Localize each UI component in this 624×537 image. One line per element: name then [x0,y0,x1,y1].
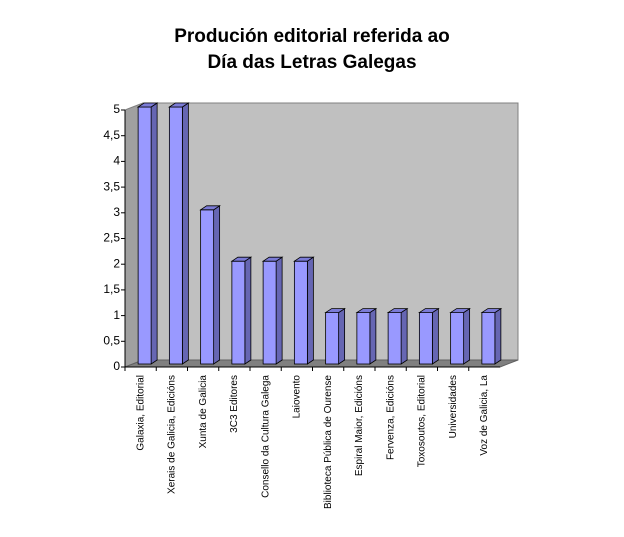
x-tick-label: Biblioteca Pública de Ourense [323,375,334,509]
x-tick-label: Galaxia, Editorial [135,375,146,451]
bar-side [431,307,439,365]
x-tick-label: Fervenza, Edicións [385,375,396,460]
bar-top [449,308,471,314]
bar [200,209,215,365]
bar-top [230,256,253,262]
x-tick-label: Universidades [448,375,459,438]
bar-side [494,307,502,365]
bar-side [150,102,158,365]
x-tick-label: Toxosoutos, Editorial [417,375,428,467]
bar [137,106,152,365]
x-tick-label: Xerais de Galicia, Edicións [167,375,178,494]
chart-title: Produción editorial referida ao [174,26,450,47]
bar [481,312,496,365]
bar-side [400,307,408,365]
bar [168,106,183,365]
bar-top [261,256,284,262]
bar [450,312,465,365]
bar-side [244,256,252,365]
bar-top [199,205,221,211]
bar-top [136,102,159,108]
y-tick-label: 1 [113,308,120,322]
bar-top [386,308,409,314]
bar-side [369,307,377,365]
x-tick-label: Consello da Cultura Galega [260,375,271,498]
bar [262,260,277,365]
bar [231,260,246,365]
bar-top [480,308,503,314]
x-tick-label: Voz de Galicia, La [479,375,490,456]
y-tick-label: 0,5 [103,333,120,347]
y-tick-label: 2,5 [103,231,120,245]
x-tick-label: 3C3 Editores [229,375,240,433]
bar-top [418,308,440,314]
bar [356,312,371,365]
bar-side [306,256,314,365]
bar-side [181,102,189,365]
bar-side [213,205,221,365]
y-tick-label: 5 [113,102,120,116]
bar-top [324,308,346,314]
y-tick-label: 4 [113,154,120,168]
bar-top [293,256,315,262]
chart-title: Día das Letras Galegas [207,52,416,73]
bar [293,260,308,365]
bar [325,312,340,365]
bar-side [275,256,283,365]
y-tick-label: 4,5 [103,128,120,142]
bar-top [168,102,190,108]
x-tick-label: Laiovento [292,375,303,419]
y-tick-label: 2 [113,256,120,270]
y-tick-label: 3,5 [103,179,120,193]
y-tick-label: 0 [113,359,120,373]
bar [418,312,433,365]
bar-side [338,307,346,365]
y-tick-label: 3 [113,205,120,219]
x-tick-label: Xunta de Galicia [198,375,209,449]
x-tick-label: Espiral Maior, Edicións [354,375,365,476]
bar [387,312,402,365]
bar-top [355,308,378,314]
y-tick-label: 1,5 [103,282,120,296]
bar-side [463,307,471,365]
